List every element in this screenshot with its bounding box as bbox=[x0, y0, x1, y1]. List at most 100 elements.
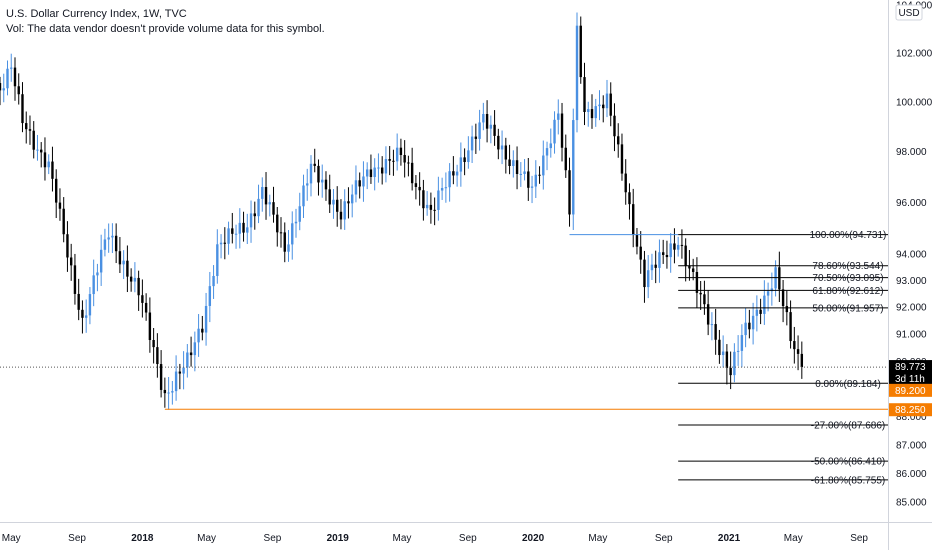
candle-body bbox=[568, 170, 571, 215]
candle-body bbox=[77, 293, 80, 310]
fibonacci-levels: 100.00%(94.731) 78.60%(93.544)70.50%(93.0… bbox=[678, 230, 888, 486]
time-axis-label: Sep bbox=[850, 533, 868, 544]
candle-body bbox=[0, 83, 2, 91]
candle-body bbox=[328, 189, 331, 205]
time-axis-label: Sep bbox=[68, 533, 86, 544]
candle-body bbox=[452, 171, 455, 176]
candle-body bbox=[407, 162, 410, 164]
candle-body bbox=[193, 342, 197, 356]
candle-body bbox=[294, 221, 298, 224]
fib-level-label: 100.00%(94.731) bbox=[810, 230, 887, 241]
candle-body bbox=[347, 201, 350, 204]
candle-body bbox=[13, 67, 17, 87]
candle-body bbox=[62, 208, 65, 235]
time-axis-label: May bbox=[784, 533, 803, 544]
price-axis-label: 85.000 bbox=[896, 498, 927, 509]
candle-body bbox=[43, 152, 47, 168]
candle-body bbox=[564, 147, 567, 171]
price-tag-box bbox=[889, 383, 932, 397]
candle-body bbox=[283, 232, 286, 252]
candle-body bbox=[249, 213, 253, 228]
candle-body bbox=[69, 257, 73, 266]
currency-badge[interactable] bbox=[895, 4, 923, 21]
candle-body bbox=[654, 264, 657, 268]
candle-body bbox=[538, 174, 541, 176]
candle-body bbox=[377, 167, 380, 169]
candle-body bbox=[763, 295, 766, 314]
candle-body bbox=[118, 251, 122, 265]
candle-body bbox=[231, 228, 234, 234]
candle-body bbox=[444, 187, 448, 189]
candle-body bbox=[208, 286, 212, 306]
candle-body bbox=[302, 185, 305, 207]
price-axis-label: 98.000 bbox=[896, 147, 927, 158]
candle-body bbox=[557, 113, 560, 120]
candle-body bbox=[51, 161, 54, 179]
candle-body bbox=[276, 214, 279, 233]
candle-body bbox=[354, 180, 358, 195]
candle-body bbox=[99, 249, 103, 273]
candles bbox=[0, 12, 804, 410]
candle-body bbox=[219, 242, 223, 245]
candle-body bbox=[594, 106, 597, 119]
candle-body bbox=[317, 165, 320, 183]
candle-body bbox=[291, 223, 294, 245]
candle-body bbox=[403, 155, 406, 163]
candle-body bbox=[459, 157, 463, 172]
candle-body bbox=[759, 309, 762, 314]
candle-body bbox=[88, 294, 92, 316]
candle-body bbox=[527, 171, 530, 188]
candle-body bbox=[489, 124, 493, 129]
time-axis-label: Sep bbox=[655, 533, 673, 544]
candle-body bbox=[73, 265, 77, 294]
candle-body bbox=[463, 157, 466, 163]
candle-body bbox=[512, 160, 515, 166]
candle-body bbox=[733, 351, 736, 376]
candle-body bbox=[497, 135, 500, 150]
candle-body bbox=[399, 147, 403, 156]
candle-body bbox=[676, 244, 680, 250]
candle-body bbox=[84, 315, 88, 318]
candle-body bbox=[148, 312, 152, 341]
candle-body bbox=[703, 294, 706, 305]
candle-body bbox=[617, 136, 620, 145]
price-axis-label: 87.000 bbox=[896, 440, 927, 451]
candle-body bbox=[392, 160, 395, 162]
candle-body bbox=[740, 335, 744, 351]
candle-body bbox=[137, 277, 140, 296]
candle-body bbox=[66, 234, 69, 258]
candle-body bbox=[699, 292, 702, 295]
candle-body bbox=[448, 171, 451, 188]
candle-body bbox=[55, 178, 58, 203]
time-axis-label: Sep bbox=[264, 533, 282, 544]
candle-body bbox=[268, 202, 271, 205]
candle-body bbox=[650, 264, 654, 271]
candle-body bbox=[695, 271, 699, 293]
candle-body bbox=[429, 204, 433, 210]
candle-body bbox=[542, 155, 545, 176]
candle-body bbox=[238, 222, 241, 234]
candle-body bbox=[182, 367, 185, 374]
candle-body bbox=[351, 194, 354, 204]
candle-body bbox=[111, 235, 114, 238]
candle-body bbox=[620, 144, 624, 174]
candle-body bbox=[658, 252, 661, 268]
candle-body bbox=[122, 260, 125, 265]
candle-body bbox=[159, 364, 163, 390]
time-axis-label: May bbox=[588, 533, 607, 544]
volume-note: Vol: The data vendor doesn't provide vol… bbox=[6, 23, 325, 35]
candle-body bbox=[186, 352, 189, 368]
candle-body bbox=[410, 162, 414, 184]
candle-body bbox=[58, 202, 62, 209]
fib-level-label: 70.50%(93.095) bbox=[812, 273, 883, 284]
candle-body bbox=[10, 67, 13, 69]
candle-body bbox=[553, 119, 556, 144]
candle-body bbox=[721, 351, 725, 356]
price-tag-value: 89.200 bbox=[895, 386, 926, 397]
candle-body bbox=[632, 204, 635, 235]
price-axis-label: 94.000 bbox=[896, 250, 927, 261]
candle-body bbox=[639, 246, 642, 260]
price-axis-label: 100.000 bbox=[896, 97, 932, 108]
time-axis-label: Sep bbox=[459, 533, 477, 544]
